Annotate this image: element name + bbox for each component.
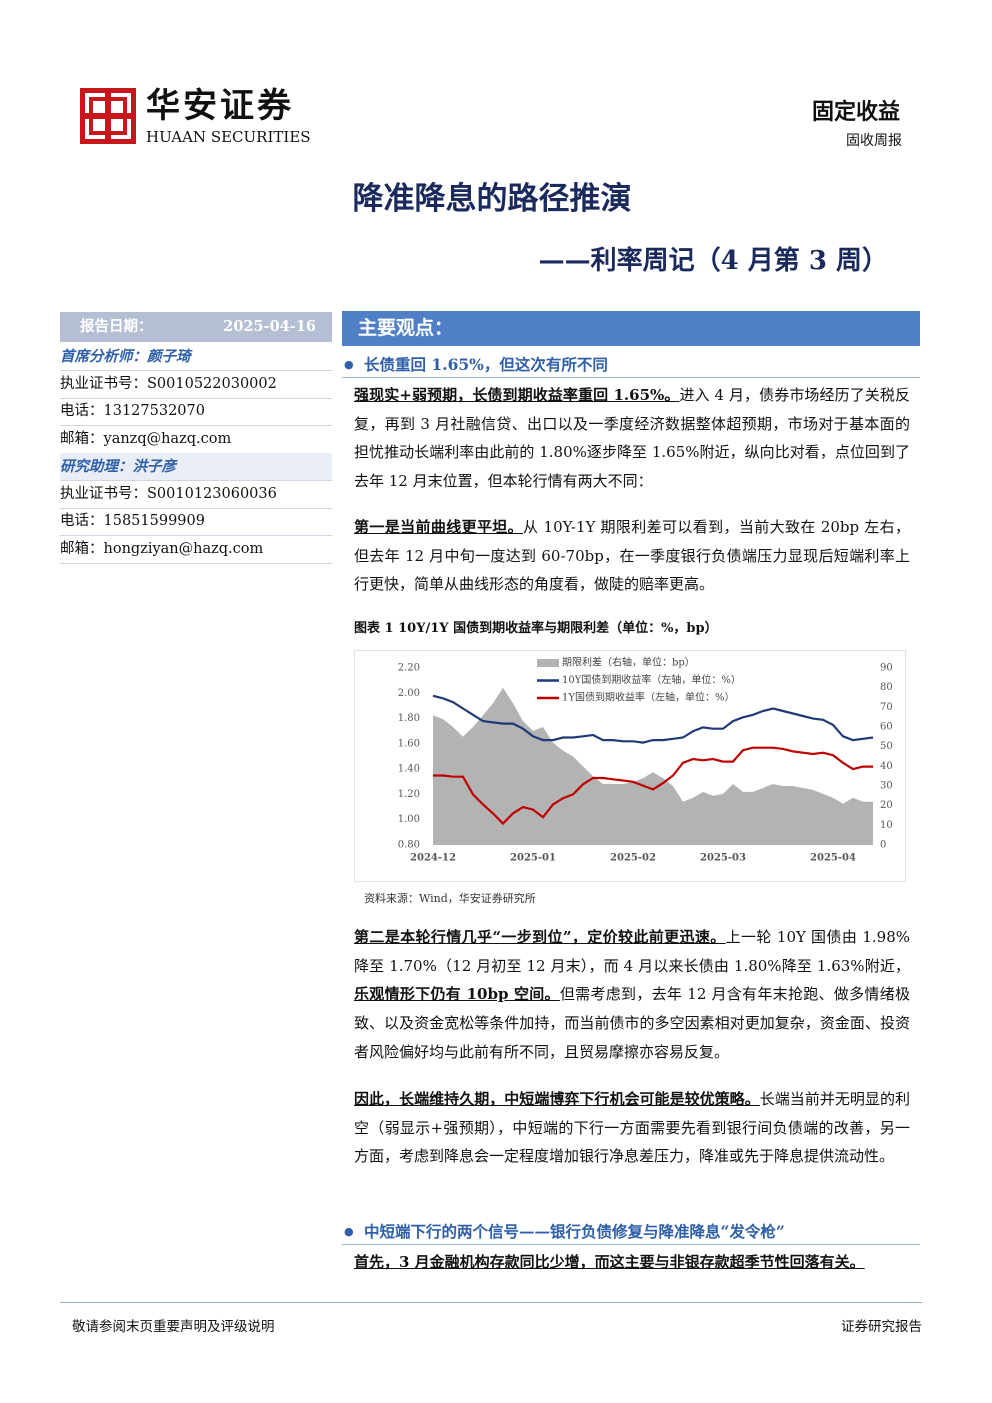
footer-rule (60, 1302, 922, 1303)
analyst-info: 电话：13127532070 (60, 398, 332, 426)
y-tick-label: 2.20 (398, 663, 420, 674)
logo-seal (80, 88, 136, 144)
y2-tick-label: 90 (880, 663, 893, 674)
text: 从 10Y-1Y 期限利差可以看到，当前大致在 20bp 左右，但去年 12 月… (354, 518, 910, 594)
y-tick-label: 1.60 (398, 738, 420, 749)
assistant-info: 执业证书号：S0010123060036 (60, 481, 332, 509)
paragraph: 第一是当前曲线更平坦。从 10Y-1Y 期限利差可以看到，当前大致在 20bp … (354, 513, 910, 599)
analyst-info: 执业证书号：S0010522030002 (60, 371, 332, 399)
figure-caption: 图表 1 10Y/1Y 国债到期收益率与期限利差（单位：%，bp） (354, 621, 718, 636)
y2-tick-label: 40 (880, 761, 893, 772)
footer-left: 敬请参阅末页重要声明及评级说明 (72, 1319, 275, 1335)
key-point: 第二是本轮行情几乎“一步到位”，定价较此前更迅速。 (354, 928, 726, 946)
analyst: 首席分析师：颜子琦 (60, 343, 332, 371)
y2-tick-label: 50 (880, 741, 893, 752)
section-heading: 中短端下行的两个信号——银行负债修复与降准降息“发令枪” (342, 1219, 920, 1245)
legend-swatch (537, 659, 559, 667)
subtitle: ——利率周记（4 月第 3 周） (538, 246, 888, 276)
text: 长端当前并无明显的利空（弱显示+强预期），中短端的下行一方面需要先看到银行间负债… (354, 1090, 910, 1166)
key-point: 第一是当前曲线更平坦。 (354, 518, 524, 536)
key-point: 因此，长端维持久期，中短端博弈下行机会可能是较优策略。 (354, 1090, 760, 1108)
y-tick-label: 1.20 (398, 789, 420, 800)
y2-tick-label: 30 (880, 781, 893, 792)
y2-tick-label: 80 (880, 682, 893, 693)
company-cn: 华安证券 (146, 86, 294, 126)
x-tick-label: 2025-03 (700, 853, 746, 864)
assistant: 研究助理：洪子彦 (60, 453, 332, 481)
x-tick-label: 2024-12 (410, 853, 456, 864)
date: 2025-04-16 (223, 318, 316, 335)
text: 但需考虑到，去年 12 月含有年末抢跑、做多情绪极致、以及资金宽松等条件加持，而… (354, 985, 910, 1061)
y2-tick-label: 10 (880, 820, 893, 831)
legend-label: 1Y国债到期收益率（左轴，单位：%） (562, 691, 734, 704)
section-heading: 长债重回 1.65%，但这次有所不同 (342, 352, 920, 378)
y2-tick-label: 60 (880, 722, 893, 733)
main-heading: 主要观点： (342, 311, 920, 346)
key-point: 首先，3 月金融机构存款同比少增，而这主要与非银存款超季节性回落有关。 (354, 1253, 865, 1271)
area (433, 687, 873, 845)
y-tick-label: 1.00 (398, 814, 420, 825)
key-point: 乐观情形下仍有 10bp 空间。 (354, 985, 560, 1004)
y-tick-label: 1.40 (398, 764, 420, 775)
text: 进入 4 月，债券市场经历了关税反复，再到 3 月社融信贷、出口以及一季度经济数… (354, 386, 910, 491)
date-box: 报告日期： 2025-04-16 (60, 312, 332, 342)
assistant-info: 邮箱：hongziyan@hazq.com (60, 536, 332, 564)
chart-frame (354, 650, 906, 882)
legend-label: 10Y国债到期收益率（左轴，单位：%） (562, 673, 741, 686)
analyst-info: 邮箱：yanzq@hazq.com (60, 426, 332, 454)
company-en: HUAAN SECURITIES (146, 128, 311, 146)
title: 降准降息的路径推演 (352, 181, 632, 217)
x-tick-label: 2025-02 (610, 853, 656, 864)
paragraph: 首先，3 月金融机构存款同比少增，而这主要与非银存款超季节性回落有关。 (354, 1248, 910, 1277)
line (433, 746, 873, 826)
figure-source: 资料来源：Wind，华安证券研究所 (364, 892, 536, 905)
key-point: 强现实+弱预期，长债到期收益率重回 1.65%。 (354, 386, 680, 404)
assistant-info: 电话：15851599909 (60, 508, 332, 536)
y2-tick-label: 20 (880, 800, 893, 811)
date-label: 报告日期： (80, 318, 153, 335)
y2-tick-label: 0 (880, 840, 886, 851)
report-type: 固收周报 (846, 133, 902, 149)
y-tick-label: 1.80 (398, 713, 420, 724)
line (432, 694, 874, 744)
text: 上一轮 10Y 国债由 1.98%降至 1.70%（12 月初至 12 月末），… (354, 928, 910, 975)
paragraph: 强现实+弱预期，长债到期收益率重回 1.65%。进入 4 月，债券市场经历了关税… (354, 381, 910, 496)
paragraph: 因此，长端维持久期，中短端博弈下行机会可能是较优策略。长端当前并无明显的利空（弱… (354, 1085, 910, 1171)
y-tick-label: 2.00 (398, 688, 420, 699)
x-tick-label: 2025-01 (510, 853, 556, 864)
chart: 0.80 1.00 1.20 1.40 1.60 1.80 2.00 2.20 0 10 20 30 4… (354, 650, 906, 882)
footer-right: 证券研究报告 (841, 1319, 922, 1335)
x-tick-label: 2025-04 (810, 853, 856, 864)
y2-tick-label: 70 (880, 702, 893, 713)
category: 固定收益 (811, 99, 900, 125)
paragraph: 第二是本轮行情几乎“一步到位”，定价较此前更迅速。上一轮 10Y 国债由 1.9… (354, 923, 910, 1067)
legend-label: 期限利差（右轴，单位：bp） (562, 656, 695, 669)
y-tick-label: 0.80 (398, 840, 420, 851)
